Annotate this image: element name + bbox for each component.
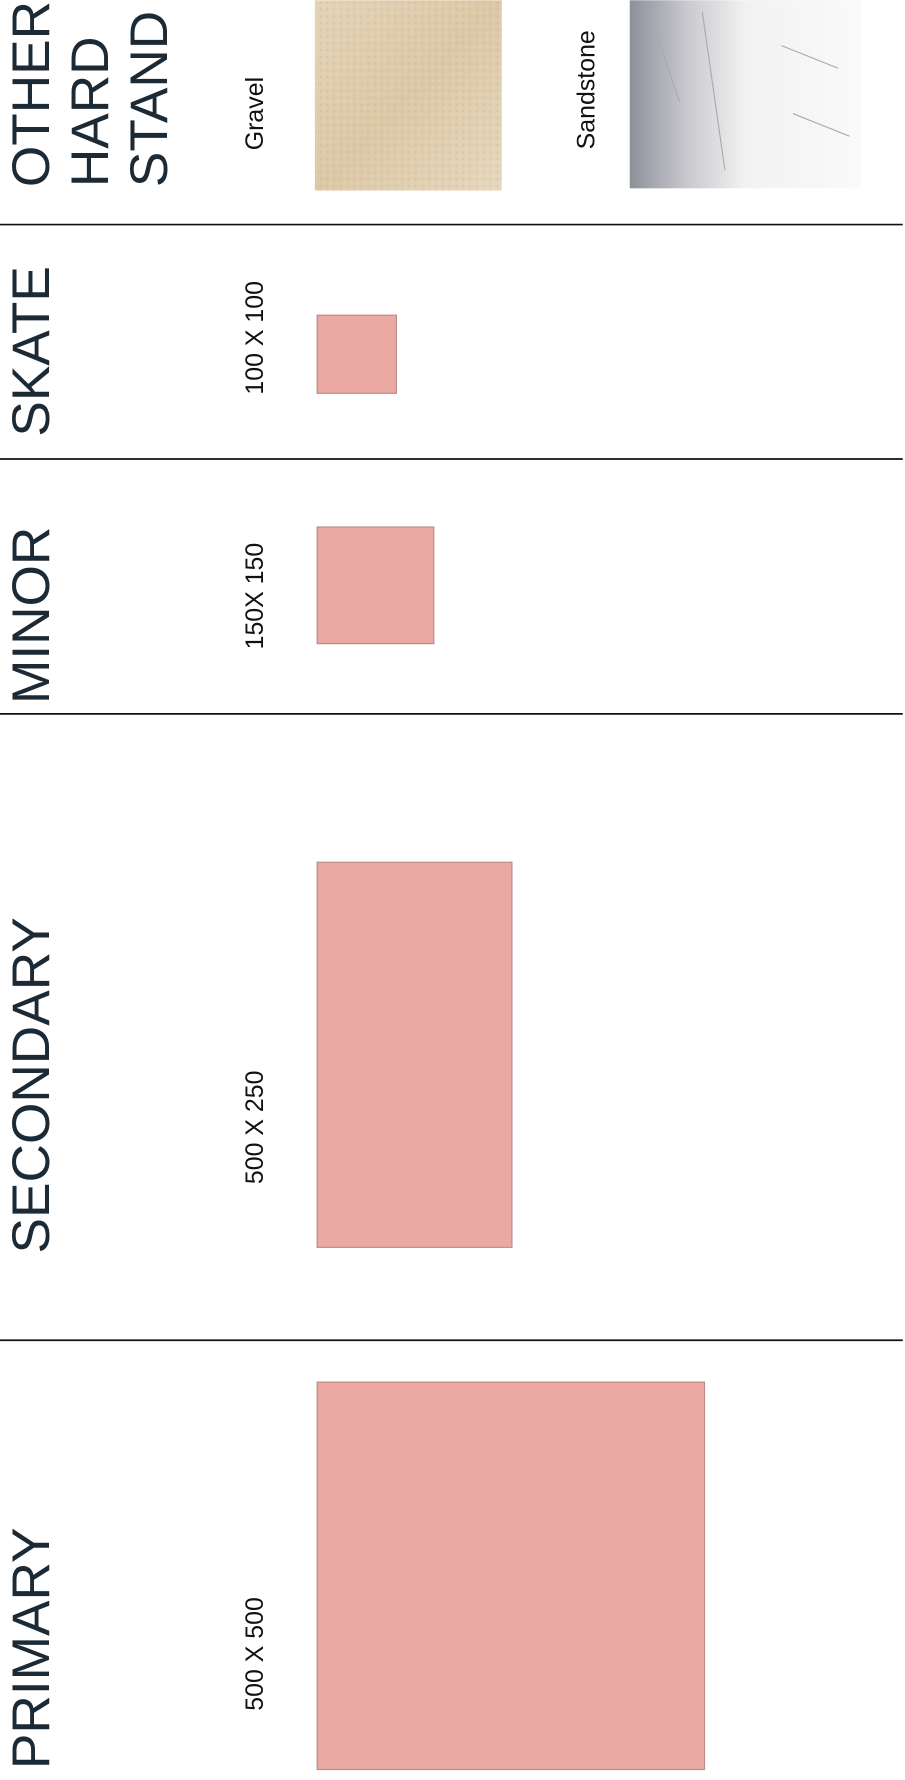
- size-swatch: [317, 527, 434, 644]
- gravel-texture: [315, 0, 502, 190]
- size-label: 500 X 500: [241, 1597, 269, 1711]
- section-label: PRIMARY: [2, 1528, 61, 1770]
- sheet: OTHER HARD STAND Gravel Sandstone SKATE …: [0, 0, 905, 1780]
- section-label: SKATE: [2, 266, 61, 437]
- size-swatch: [317, 1382, 704, 1769]
- size-swatch: [317, 862, 512, 1247]
- size-label: 100 X 100: [241, 281, 269, 395]
- sandstone-swatch: [630, 0, 861, 188]
- size-label: 150X 150: [241, 543, 269, 650]
- section-label: SECONDARY: [2, 917, 61, 1253]
- material-label: Sandstone: [573, 30, 601, 149]
- material-label: Gravel: [241, 77, 269, 150]
- section-label: MINOR: [2, 527, 61, 704]
- header-line: OTHER: [2, 1, 61, 187]
- size-swatch: [317, 315, 396, 393]
- page: {"header": {"lines": ["OTHER", "HARD", "…: [0, 0, 905, 1780]
- size-label: 500 X 250: [241, 1071, 269, 1185]
- header-line: STAND: [120, 11, 179, 187]
- header-line: HARD: [61, 36, 120, 187]
